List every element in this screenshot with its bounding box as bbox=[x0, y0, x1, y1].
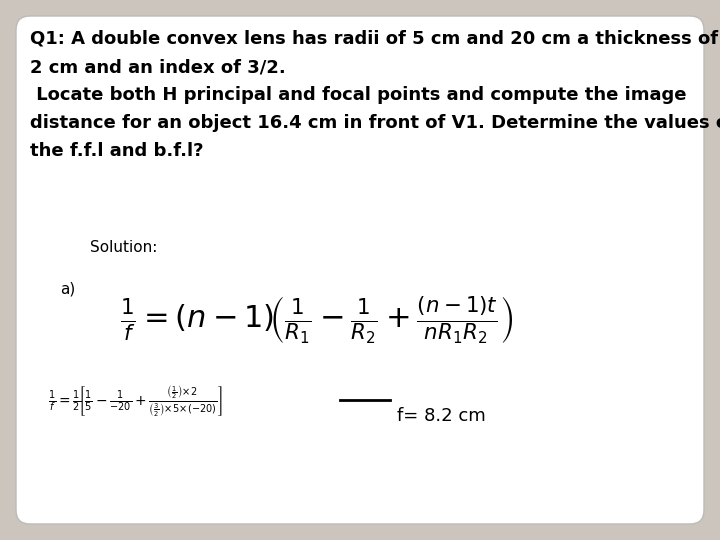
FancyBboxPatch shape bbox=[16, 16, 704, 524]
Text: $\frac{1}{f} = (n-1)\!\left(\frac{1}{R_1} - \frac{1}{R_2} + \frac{(n-1)t}{nR_1R_: $\frac{1}{f} = (n-1)\!\left(\frac{1}{R_1… bbox=[120, 295, 513, 347]
Text: the f.f.l and b.f.l?: the f.f.l and b.f.l? bbox=[30, 142, 204, 160]
Text: f= 8.2 cm: f= 8.2 cm bbox=[397, 407, 486, 425]
Text: Solution:: Solution: bbox=[90, 240, 158, 255]
Text: Q1: A double convex lens has radii of 5 cm and 20 cm a thickness of: Q1: A double convex lens has radii of 5 … bbox=[30, 30, 718, 48]
Text: 2 cm and an index of 3/2.: 2 cm and an index of 3/2. bbox=[30, 58, 286, 76]
Text: Locate both H principal and focal points and compute the image: Locate both H principal and focal points… bbox=[30, 86, 686, 104]
Text: distance for an object 16.4 cm in front of V1. Determine the values of: distance for an object 16.4 cm in front … bbox=[30, 114, 720, 132]
Text: a): a) bbox=[60, 282, 76, 297]
Text: $\frac{1}{f} = \frac{1}{2}\!\left[\frac{1}{5} - \frac{1}{-20} + \frac{\left(\fra: $\frac{1}{f} = \frac{1}{2}\!\left[\frac{… bbox=[48, 385, 222, 419]
